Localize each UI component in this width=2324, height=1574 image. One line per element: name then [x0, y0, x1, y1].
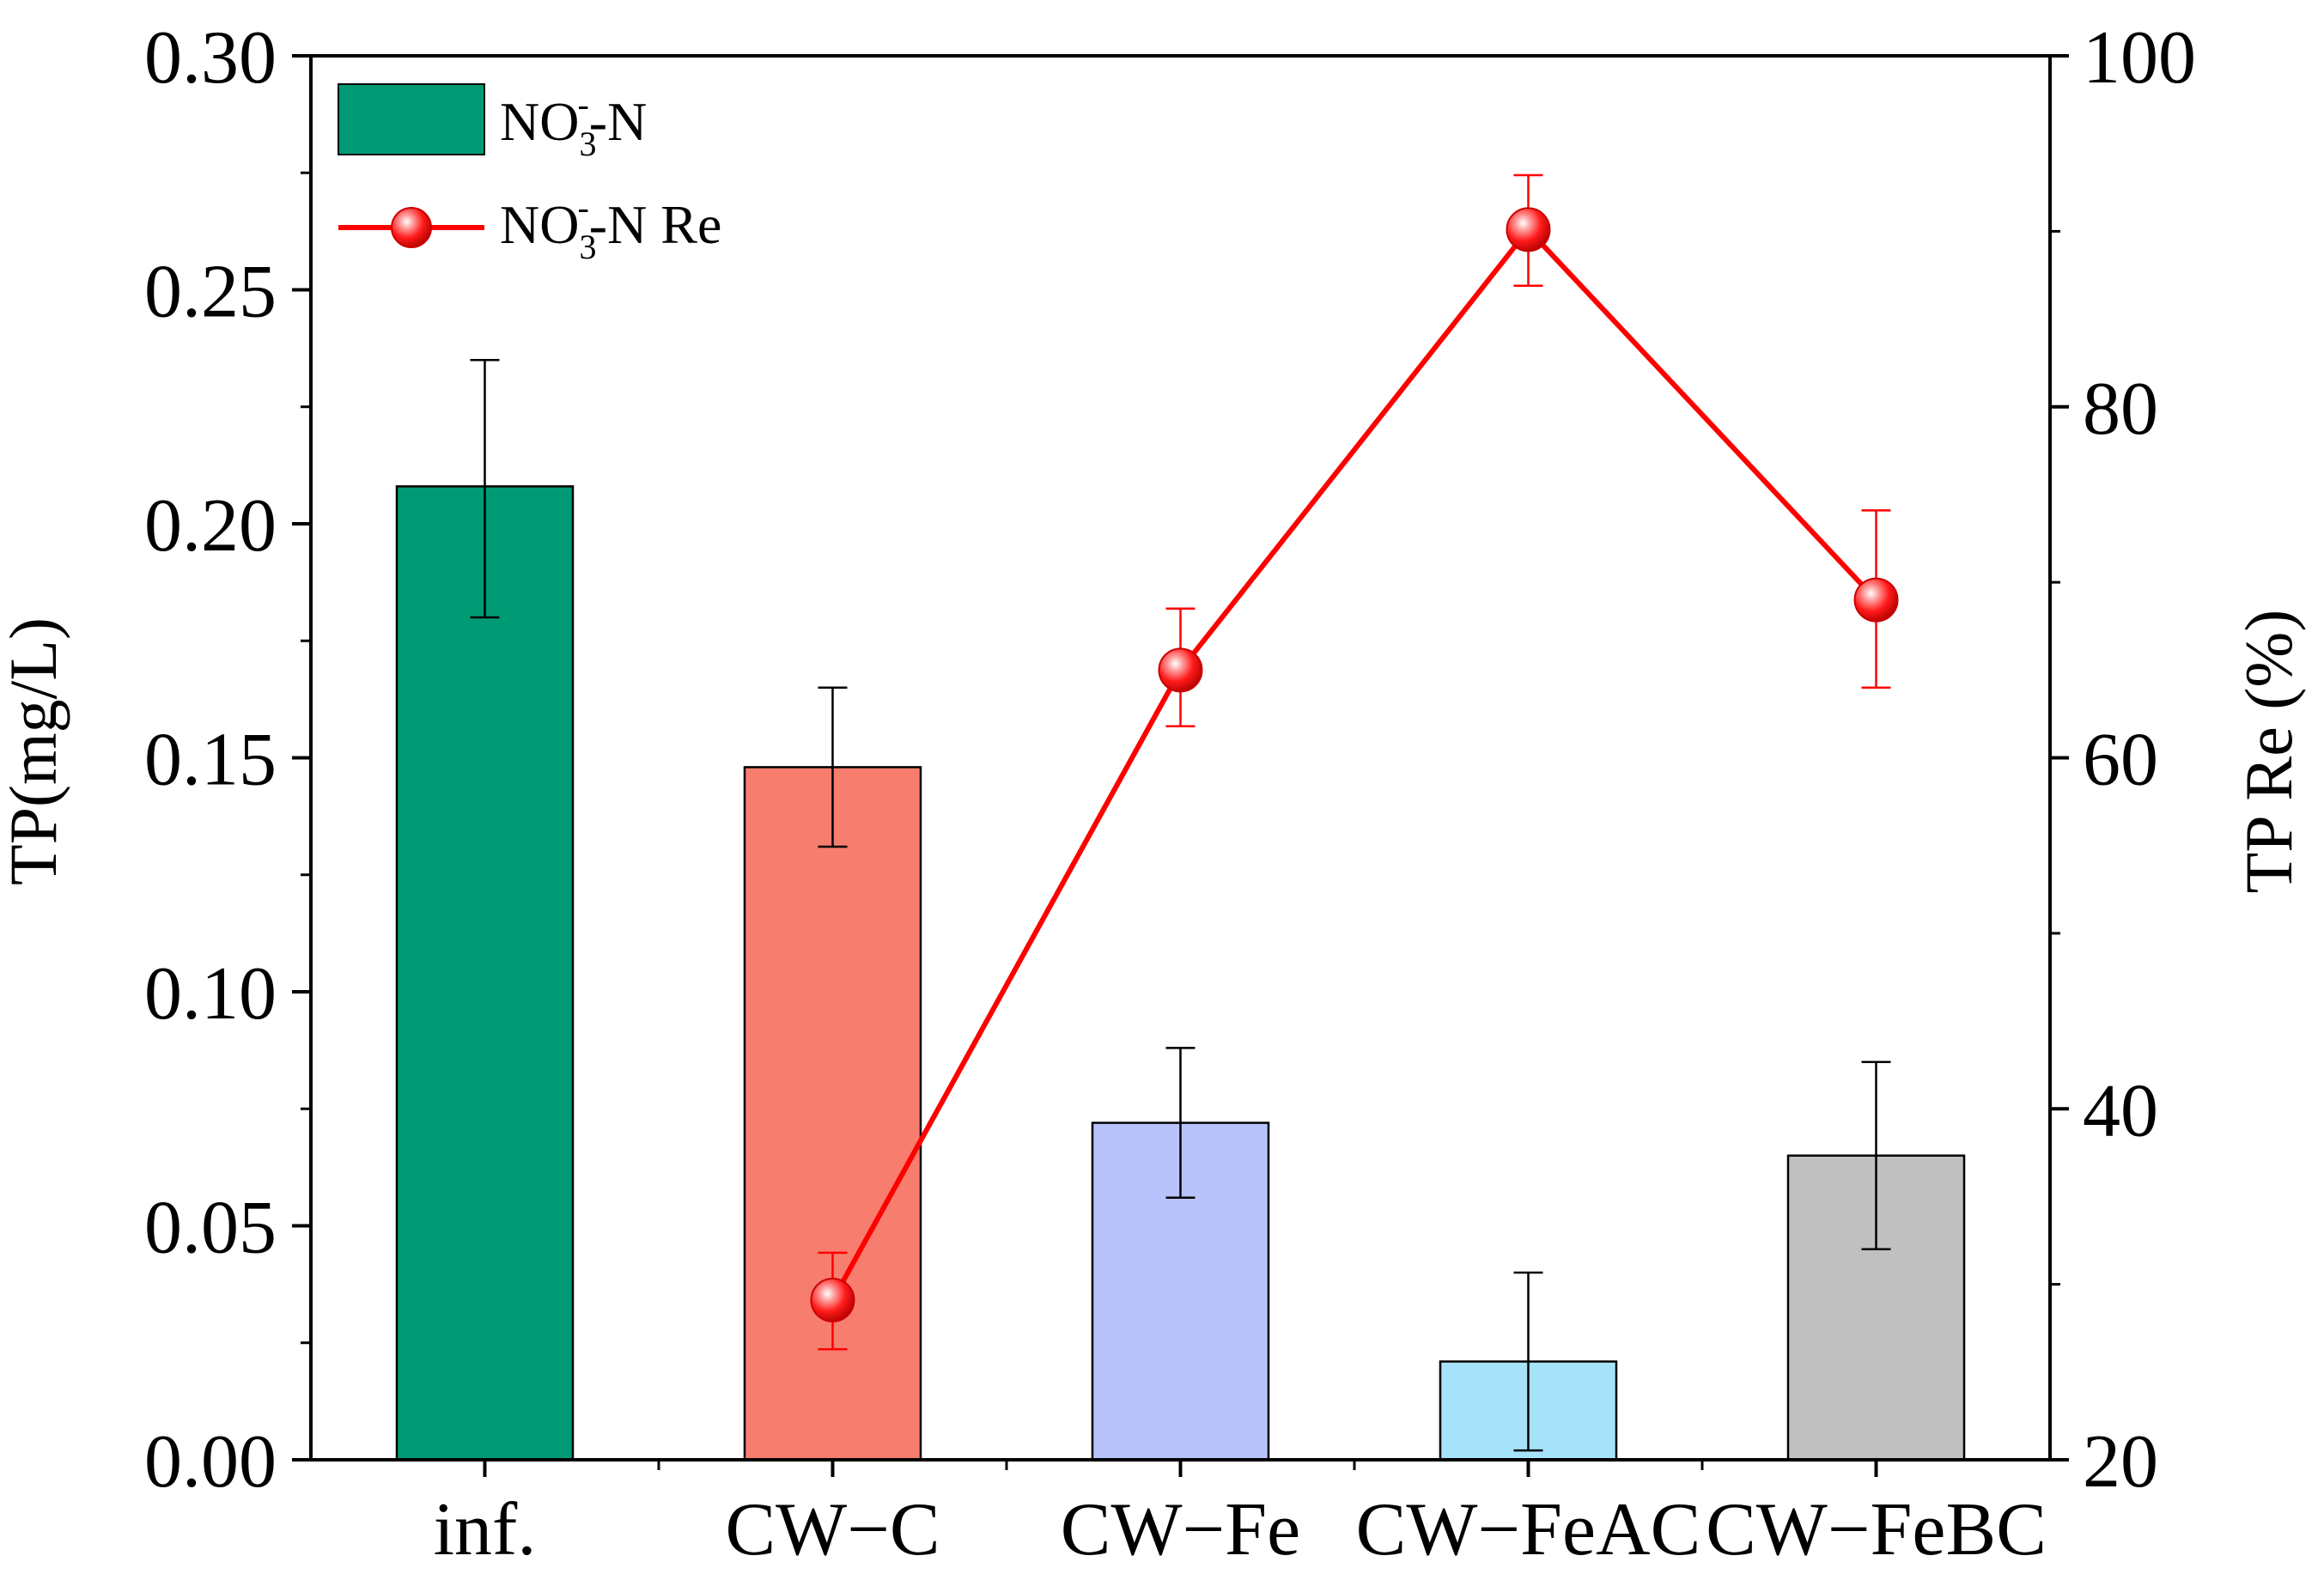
x-category-label-0: inf.: [434, 1488, 537, 1571]
x-category-label-1: CW−C: [725, 1488, 940, 1571]
line-series-group: [810, 173, 1899, 1351]
right-axis-title: TP Re (%): [2231, 610, 2306, 894]
x-category-label-3: CW−FeAC: [1356, 1488, 1701, 1571]
bar-0: [395, 485, 575, 1462]
left-tick-label-0: 0.00: [144, 1420, 277, 1504]
left-tick-label-1: 0.05: [144, 1187, 277, 1270]
bars-group: [395, 485, 1966, 1462]
axes-group: 0.00 0.05 0.10 0.15 0.20 0.25 0.30 20 40 60 80 100 i…: [144, 16, 2196, 1571]
right-tick-label-4: 100: [2083, 16, 2196, 100]
right-tick-label-0: 20: [2083, 1420, 2158, 1504]
line-point-1: [1158, 647, 1203, 693]
left-tick-label-5: 0.25: [144, 251, 277, 334]
legend-line-label: NO3--N Re: [500, 188, 721, 266]
legend-bar-label: NO3--N: [500, 85, 647, 163]
right-tick-label-3: 80: [2083, 368, 2158, 451]
legend-line-marker: [391, 207, 432, 248]
x-category-label-4: CW−FeBC: [1706, 1488, 2047, 1571]
legend: NO3--N NO3--N Re: [338, 83, 721, 266]
legend-bar-swatch: [338, 83, 485, 155]
x-category-label-2: CW−Fe: [1061, 1488, 1300, 1571]
line-point-3: [1853, 577, 1899, 623]
left-axis-title: TP(mg/L): [0, 617, 70, 885]
bar-1: [743, 766, 922, 1462]
removal-line: [830, 227, 1878, 1302]
left-tick-label-4: 0.20: [144, 484, 277, 568]
line-point-0: [810, 1278, 855, 1323]
left-tick-label-2: 0.10: [144, 952, 277, 1036]
line-point-2: [1506, 207, 1551, 252]
right-tick-label-1: 40: [2083, 1069, 2158, 1152]
right-tick-label-2: 60: [2083, 719, 2158, 802]
left-tick-label-6: 0.30: [144, 16, 277, 100]
left-tick-label-3: 0.15: [144, 719, 277, 802]
bar-error-bars: [470, 359, 1891, 1452]
